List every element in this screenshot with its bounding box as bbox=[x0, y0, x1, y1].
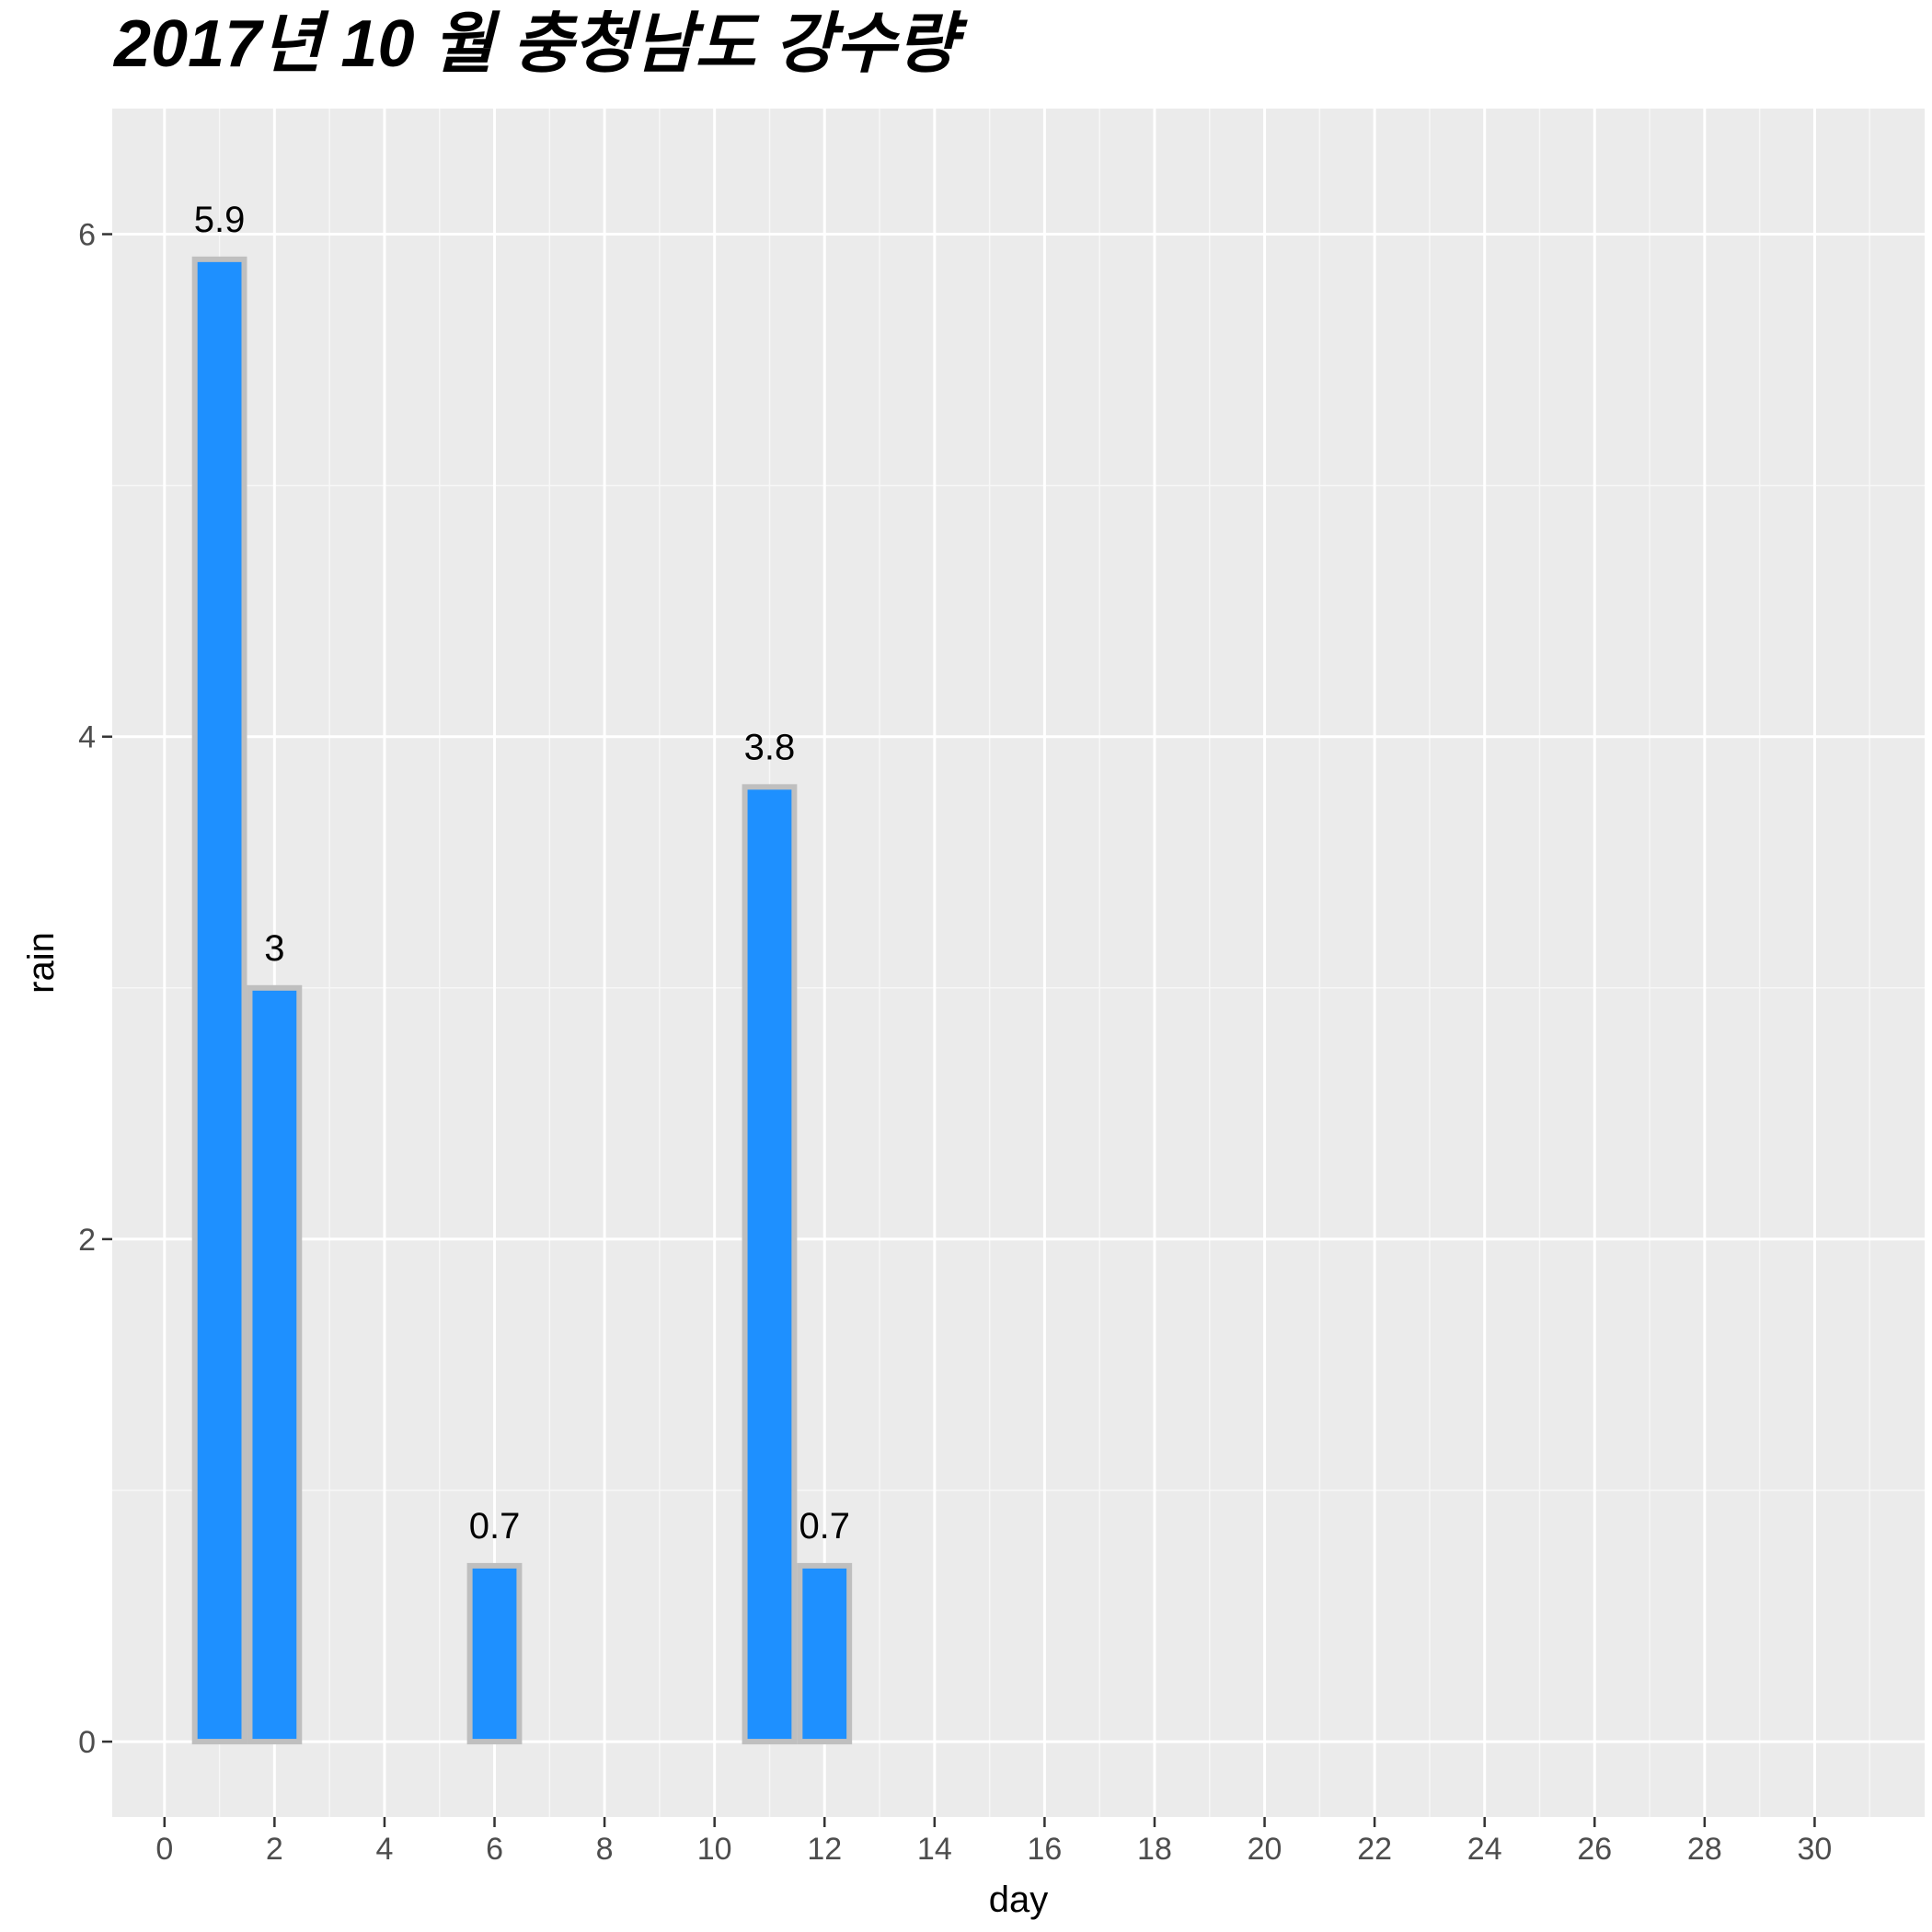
x-tick-label: 8 bbox=[596, 1832, 614, 1867]
x-tick-label: 24 bbox=[1467, 1832, 1502, 1867]
data-labels: 5.9 3 0.7 3.8 0.7 bbox=[194, 200, 850, 1547]
y-axis: 0 2 4 6 bbox=[78, 218, 112, 1760]
data-label: 0.7 bbox=[469, 1506, 521, 1547]
data-label: 0.7 bbox=[799, 1506, 850, 1547]
bar bbox=[466, 1562, 523, 1745]
bar bbox=[247, 984, 303, 1745]
x-tick-label: 2 bbox=[266, 1832, 283, 1867]
data-label: 3.8 bbox=[744, 727, 796, 767]
y-tick-label: 0 bbox=[78, 1725, 96, 1760]
chart-title: 2017년 10 월 충청남도 강수량 bbox=[112, 7, 968, 81]
bar bbox=[742, 784, 798, 1745]
x-axis: 0 2 4 6 8 10 12 14 16 18 20 22 24 26 28 30 bbox=[155, 1817, 1832, 1867]
bar bbox=[191, 256, 247, 1745]
x-tick-label: 28 bbox=[1687, 1832, 1722, 1867]
bars bbox=[191, 256, 853, 1745]
minor-gridlines bbox=[112, 109, 1925, 1817]
major-gridlines bbox=[112, 109, 1925, 1817]
plot-panel bbox=[112, 109, 1925, 1817]
x-tick-label: 12 bbox=[807, 1832, 842, 1867]
y-axis-title: rain bbox=[21, 932, 62, 994]
x-tick-label: 6 bbox=[486, 1832, 503, 1867]
y-tick-label: 4 bbox=[78, 720, 96, 755]
x-tick-label: 16 bbox=[1027, 1832, 1062, 1867]
x-tick-label: 26 bbox=[1577, 1832, 1612, 1867]
x-tick-label: 20 bbox=[1248, 1832, 1282, 1867]
x-tick-label: 18 bbox=[1137, 1832, 1172, 1867]
x-tick-label: 10 bbox=[697, 1832, 732, 1867]
x-tick-label: 0 bbox=[155, 1832, 173, 1867]
y-tick-label: 2 bbox=[78, 1223, 96, 1258]
data-label: 5.9 bbox=[194, 200, 246, 240]
bar bbox=[797, 1562, 853, 1745]
x-tick-label: 30 bbox=[1798, 1832, 1833, 1867]
x-tick-label: 22 bbox=[1357, 1832, 1392, 1867]
y-tick-label: 6 bbox=[78, 218, 96, 253]
x-tick-label: 14 bbox=[917, 1832, 952, 1867]
x-axis-title: day bbox=[989, 1880, 1049, 1920]
data-label: 3 bbox=[264, 928, 284, 969]
x-tick-label: 4 bbox=[375, 1832, 393, 1867]
